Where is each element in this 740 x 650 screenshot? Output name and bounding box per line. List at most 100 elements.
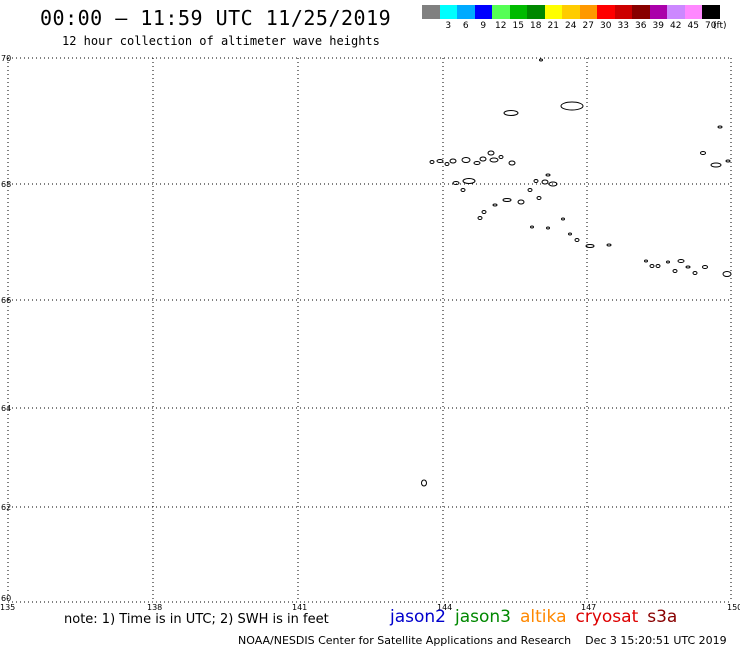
island	[460, 188, 466, 192]
scale-tick-label	[422, 21, 440, 31]
satellite-jason3: jason3	[455, 607, 511, 627]
scale-swatch	[597, 5, 615, 19]
island	[527, 188, 533, 192]
island	[536, 196, 542, 200]
island	[692, 271, 698, 275]
scale-swatch	[562, 5, 580, 19]
credit-text: NOAA/NESDIS Center for Satellite Applica…	[238, 634, 572, 647]
scale-swatch	[684, 5, 702, 19]
island	[473, 161, 481, 165]
satellite-s3a: s3a	[647, 607, 678, 627]
scale-tick-label: 9	[480, 21, 487, 31]
island	[574, 238, 580, 242]
island	[503, 110, 519, 116]
island	[498, 155, 504, 159]
island	[677, 259, 685, 263]
island	[444, 162, 450, 166]
scale-tick-label: 18	[530, 21, 542, 31]
scale-unit-label: (ft)	[713, 21, 727, 31]
scale-swatch	[649, 5, 667, 19]
satellite-legend: jason2 jason3 altika cryosat s3a	[390, 607, 686, 627]
island	[539, 58, 543, 62]
latitude-label: 60	[1, 594, 11, 603]
scale-tick-label: 27	[582, 21, 594, 31]
island	[477, 216, 483, 220]
island	[561, 217, 565, 221]
island	[530, 225, 534, 229]
scale-tick-label: 30	[600, 21, 612, 31]
island	[717, 125, 723, 129]
scale-swatch	[439, 5, 457, 19]
scale-swatch	[527, 5, 545, 19]
wave-height-color-scale	[422, 5, 720, 19]
latitude-label: 62	[1, 503, 11, 512]
scale-tick-label: 70	[705, 21, 717, 31]
island	[700, 151, 706, 155]
graticule	[7, 57, 732, 603]
scale-swatch	[667, 5, 685, 19]
island	[429, 160, 435, 164]
island	[725, 159, 731, 163]
scale-swatch	[632, 5, 650, 19]
island	[487, 150, 495, 156]
longitude-label: 150	[727, 603, 740, 612]
island	[489, 157, 499, 163]
satellite-jason2: jason2	[390, 607, 446, 627]
island	[452, 181, 460, 185]
scale-swatch	[614, 5, 632, 19]
island	[502, 198, 512, 202]
latitude-label: 70	[1, 54, 11, 63]
latitude-label: 66	[1, 296, 11, 305]
footer-note: note: 1) Time is in UTC; 2) SWH is in fe…	[64, 612, 329, 627]
scale-swatch	[579, 5, 597, 19]
longitude-label: 147	[581, 603, 596, 612]
island	[606, 243, 612, 247]
island	[672, 269, 678, 273]
scale-tick-label: 45	[687, 21, 699, 31]
island	[644, 259, 648, 263]
island	[517, 199, 525, 205]
island	[568, 232, 572, 236]
wave-height-scale-labels: 3 6 9 12 15 18 21 24 27 30 33 36 39 42 45 70	[422, 21, 720, 31]
scale-tick-label: 3	[445, 21, 452, 31]
coastline	[421, 58, 732, 487]
island	[710, 162, 722, 168]
island	[462, 178, 476, 184]
island	[449, 158, 457, 164]
longitude-label: 144	[437, 603, 452, 612]
island	[685, 265, 691, 269]
scale-tick-label: 12	[495, 21, 507, 31]
island	[649, 264, 655, 268]
island	[461, 157, 471, 163]
longitude-label: 135	[0, 603, 15, 612]
island	[436, 159, 444, 163]
scale-tick-label: 21	[547, 21, 559, 31]
scale-swatch	[492, 5, 510, 19]
island	[421, 479, 427, 487]
island	[702, 265, 708, 269]
scale-tick-label: 6	[462, 21, 469, 31]
scale-tick-label: 42	[670, 21, 682, 31]
scale-tick-label: 33	[617, 21, 629, 31]
island	[548, 181, 558, 187]
scale-swatch	[702, 5, 720, 19]
island	[655, 264, 661, 268]
island	[479, 156, 487, 162]
scale-swatch	[474, 5, 492, 19]
island	[481, 210, 487, 214]
map-title: 00:00 – 11:59 UTC 11/25/2019	[40, 6, 392, 30]
scale-tick-label: 36	[635, 21, 647, 31]
satellite-altika: altika	[520, 607, 567, 627]
satellite-cryosat: cryosat	[575, 607, 639, 627]
longitude-label: 138	[147, 603, 162, 612]
scale-tick-label: 24	[565, 21, 577, 31]
island	[533, 179, 539, 183]
footer-credit: NOAA/NESDIS Center for Satellite Applica…	[238, 634, 727, 647]
island	[508, 160, 516, 166]
island	[546, 226, 550, 230]
island	[545, 173, 551, 177]
longitude-label: 141	[292, 603, 307, 612]
generation-timestamp: Dec 3 15:20:51 UTC 2019	[585, 634, 727, 647]
